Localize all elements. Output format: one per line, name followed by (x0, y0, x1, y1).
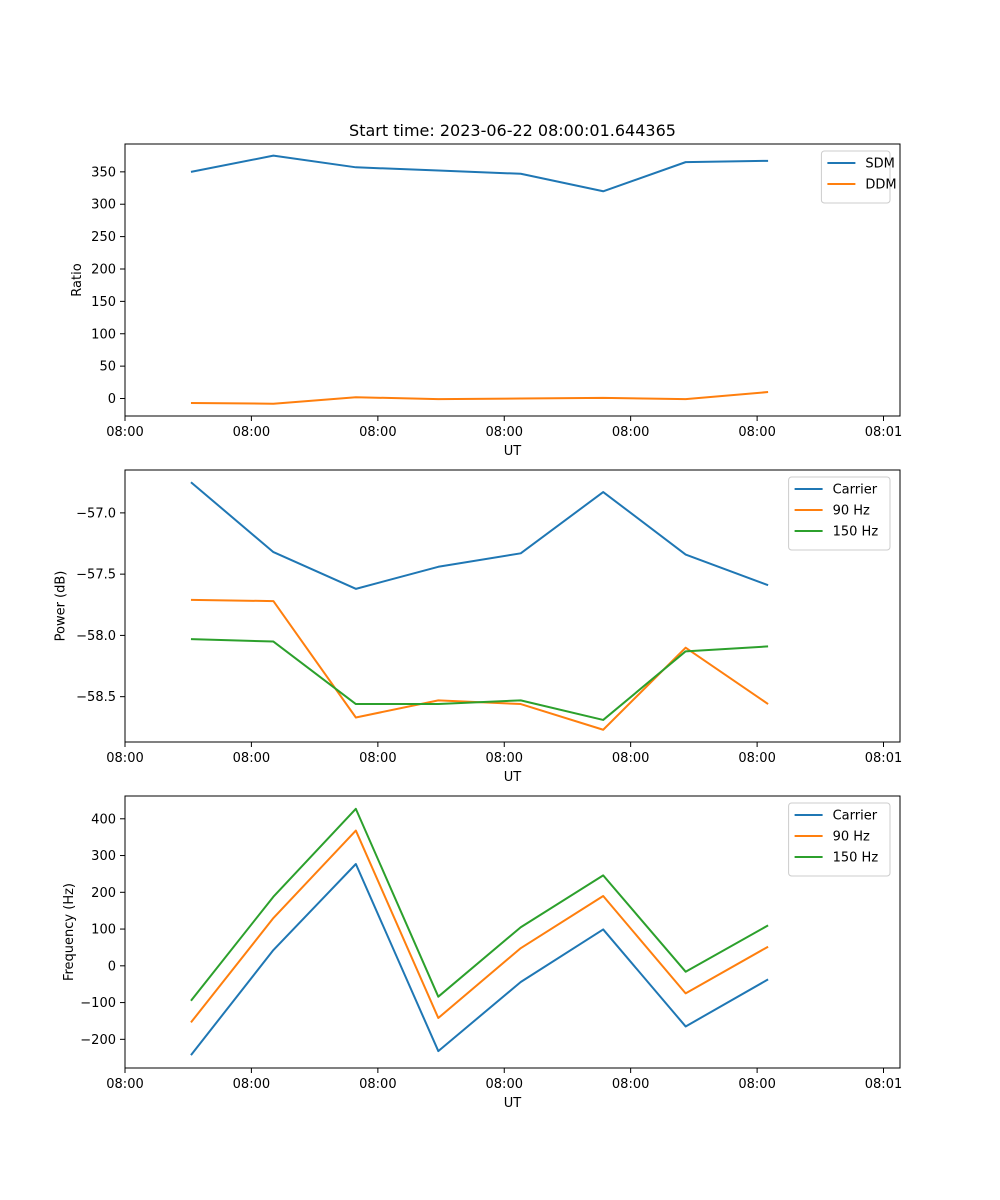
x-tick-label: 08:00 (738, 751, 775, 766)
chart-panel-2: 08:00 08:00 08:00 08:00 08:00 08:00 08:01 −58.5… (54, 469, 902, 785)
x-tick-label: 08:00 (738, 425, 775, 440)
axes-frame (124, 795, 901, 1069)
y-tick-label: 150 (91, 295, 116, 310)
legend-label: DDM (865, 178, 896, 193)
legend-label: 90 Hz (833, 830, 870, 845)
x-tick-label: 08:00 (233, 1077, 270, 1092)
axes-frame (124, 469, 901, 743)
y-tick-label: −57.0 (76, 506, 116, 521)
y-axis-label: Ratio (70, 263, 85, 296)
chart-title: Start time: 2023-06-22 08:00:01.644365 (349, 121, 676, 140)
x-tick-label: 08:01 (865, 751, 902, 766)
x-tick-label: 08:00 (612, 425, 649, 440)
y-tick-label: 200 (91, 262, 116, 277)
series-line-90-hz (190, 598, 769, 731)
y-tick-label: 300 (91, 849, 116, 864)
y-tick-label: −57.5 (76, 568, 116, 583)
y-tick-label: −58.0 (76, 629, 116, 644)
y-tick-label: 250 (91, 230, 116, 245)
legend-label: 90 Hz (833, 504, 870, 519)
chart-panel-3: 08:00 08:00 08:00 08:00 08:00 08:00 08:01 −200 −… (62, 795, 902, 1111)
y-tick-label: 200 (91, 886, 116, 901)
x-tick-label: 08:00 (106, 1077, 143, 1092)
y-tick-label: 300 (91, 198, 116, 213)
x-axis-label: UT (504, 444, 522, 459)
x-tick-label: 08:00 (233, 425, 270, 440)
chart-panel-1: 08:00 08:00 08:00 08:00 08:00 08:00 08:01 0 50 10… (70, 121, 902, 459)
series-line-carrier (190, 481, 769, 590)
legend-label: Carrier (833, 809, 878, 824)
y-tick-label: −58.5 (76, 690, 116, 705)
x-tick-label: 08:00 (612, 751, 649, 766)
x-tick-label: 08:01 (865, 425, 902, 440)
x-tick-label: 08:00 (486, 751, 523, 766)
x-tick-label: 08:00 (486, 1077, 523, 1092)
series-line-90-hz (190, 829, 769, 1024)
x-tick-label: 08:00 (486, 425, 523, 440)
x-tick-label: 08:00 (359, 1077, 396, 1092)
x-tick-label: 08:00 (738, 1077, 775, 1092)
y-axis-label: Frequency (Hz) (62, 883, 77, 981)
y-tick-label: 100 (91, 327, 116, 342)
legend: SDM DDM (820, 150, 897, 204)
legend-label: SDM (865, 157, 894, 172)
series-line-150-hz (190, 807, 769, 1002)
legend-label: 150 Hz (833, 525, 879, 540)
x-tick-label: 08:01 (865, 1077, 902, 1092)
x-axis-label: UT (504, 1096, 522, 1111)
y-tick-label: 350 (91, 165, 116, 180)
y-tick-label: 400 (91, 812, 116, 827)
x-tick-label: 08:00 (233, 751, 270, 766)
series-line-150-hz (190, 638, 769, 721)
series-line-carrier (190, 863, 769, 1056)
series-line-ddm (190, 391, 769, 405)
x-tick-label: 08:00 (359, 425, 396, 440)
y-tick-label: −100 (80, 996, 116, 1011)
x-tick-label: 08:00 (612, 1077, 649, 1092)
legend-label: Carrier (833, 483, 878, 498)
y-tick-label: −200 (80, 1033, 116, 1048)
x-tick-label: 08:00 (106, 425, 143, 440)
legend-label: 150 Hz (833, 851, 879, 866)
x-tick-label: 08:00 (106, 751, 143, 766)
series-line-sdm (190, 154, 769, 193)
y-tick-label: 0 (108, 392, 116, 407)
legend: Carrier 90 Hz 150 Hz (788, 802, 891, 877)
axes-frame (124, 143, 901, 417)
x-axis-label: UT (504, 770, 522, 785)
legend: Carrier 90 Hz 150 Hz (788, 476, 891, 551)
x-tick-label: 08:00 (359, 751, 396, 766)
y-axis-label: Power (dB) (54, 571, 69, 642)
y-tick-label: 100 (91, 923, 116, 938)
y-tick-label: 50 (99, 360, 116, 375)
y-tick-label: 0 (108, 959, 116, 974)
